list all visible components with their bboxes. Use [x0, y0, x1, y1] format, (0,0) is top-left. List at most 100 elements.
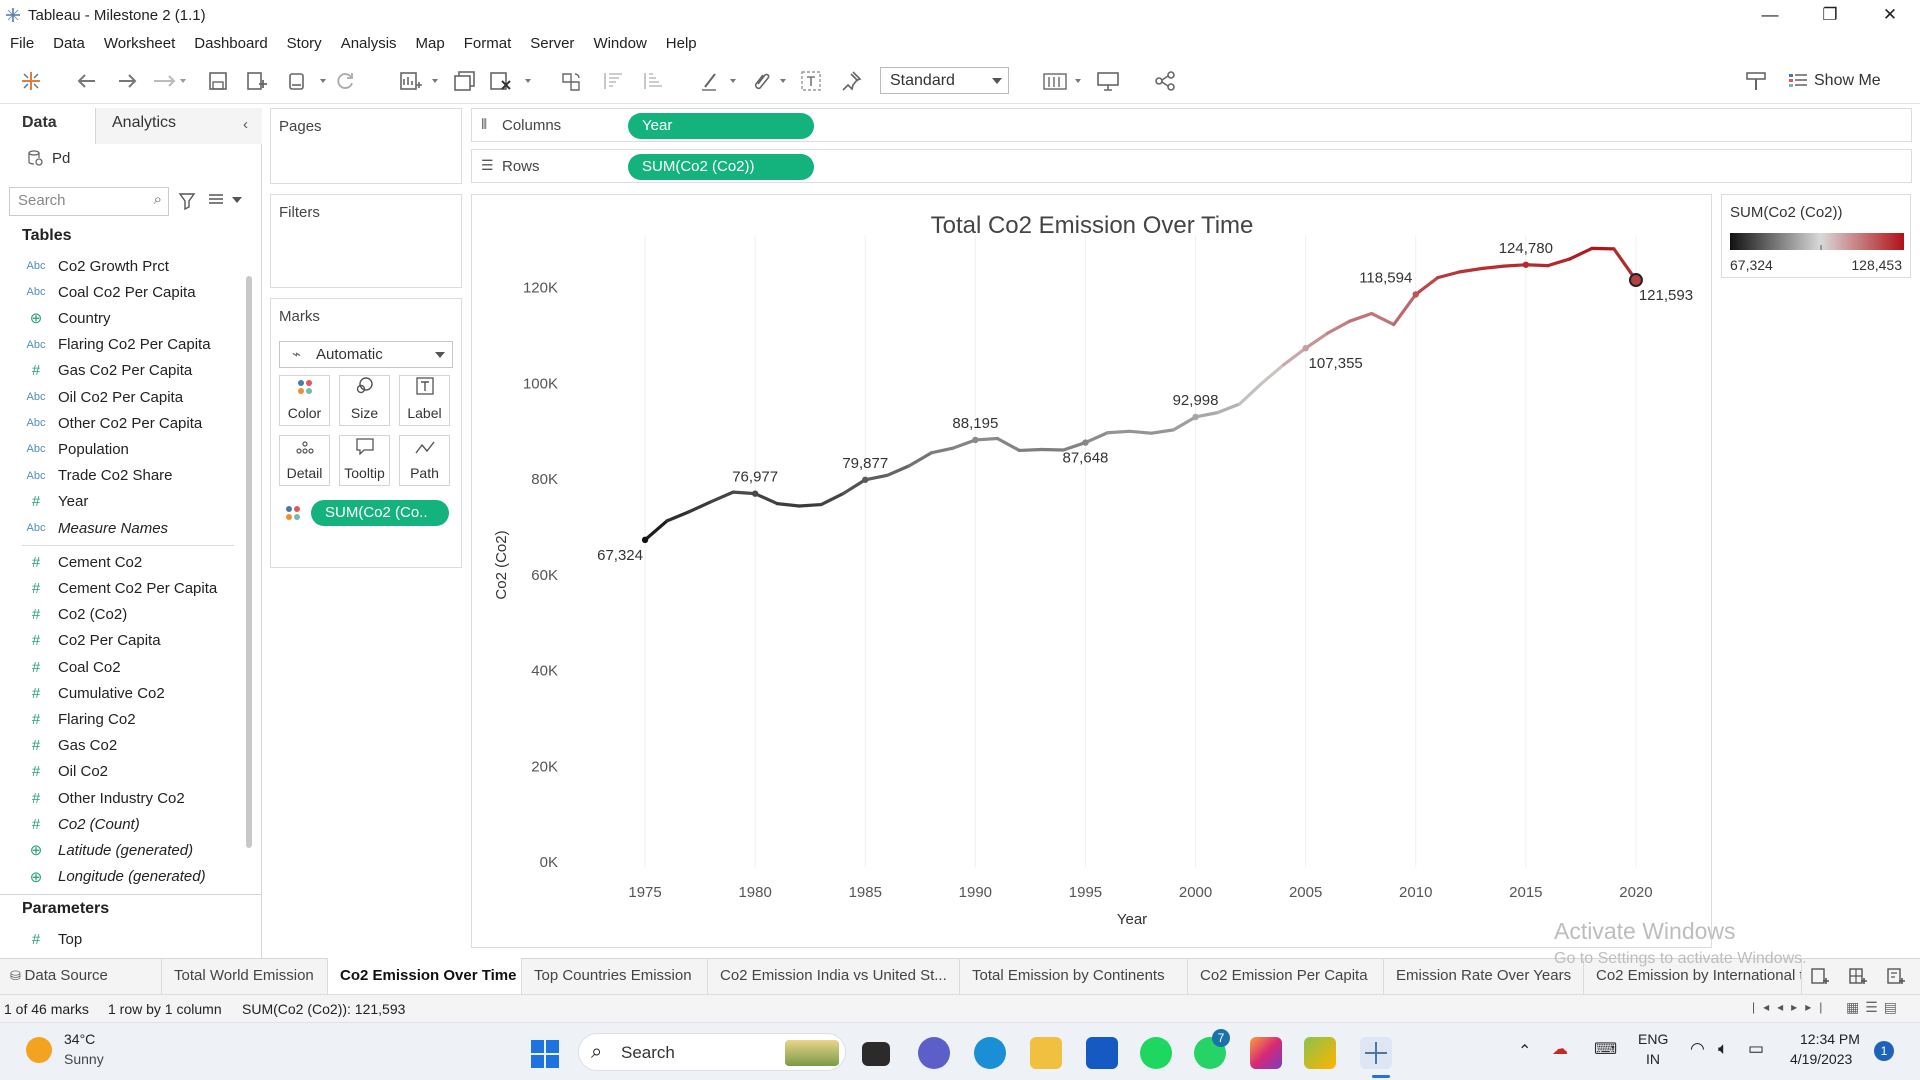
- field-item[interactable]: Abc Measure Names: [0, 516, 230, 540]
- color-button[interactable]: Color: [279, 375, 330, 426]
- tableau-taskbar-icon[interactable]: [1360, 1037, 1392, 1069]
- battery-icon[interactable]: ▭: [1748, 1039, 1765, 1058]
- sort-descending-icon[interactable]: [640, 68, 666, 94]
- line-segment[interactable]: [819, 491, 845, 507]
- detail-button[interactable]: Detail: [279, 435, 330, 486]
- field-item[interactable]: Abc Other Co2 Per Capita: [0, 411, 230, 435]
- label-button[interactable]: Label: [399, 375, 450, 426]
- line-segment[interactable]: [1370, 311, 1396, 327]
- field-item[interactable]: # Co2 Per Capita: [0, 629, 230, 653]
- line-segment[interactable]: [841, 478, 867, 496]
- field-item[interactable]: Abc Oil Co2 Per Capita: [0, 385, 230, 409]
- line-segment[interactable]: [907, 451, 933, 468]
- mark-type-select[interactable]: ⌁ Automatic: [279, 341, 453, 368]
- replay-animation-icon[interactable]: [150, 68, 190, 94]
- edge-browser-icon[interactable]: [974, 1037, 1006, 1069]
- game-app-icon[interactable]: [1304, 1037, 1336, 1069]
- line-chart[interactable]: Total Co2 Emission Over Time 0K 20K 40K 60K…: [472, 195, 1713, 949]
- spotify-icon[interactable]: [1140, 1037, 1172, 1069]
- line-segment[interactable]: [1348, 311, 1374, 323]
- size-button[interactable]: Size: [339, 375, 390, 426]
- field-item[interactable]: ⊕ Longitude (generated): [0, 865, 230, 889]
- wifi-icon[interactable]: ◠: [1690, 1039, 1705, 1058]
- data-point[interactable]: [1412, 291, 1419, 298]
- pages-shelf[interactable]: Pages: [270, 108, 462, 184]
- line-segment[interactable]: [1215, 402, 1242, 415]
- line-segment[interactable]: [797, 502, 823, 508]
- group-members-icon[interactable]: [748, 68, 788, 94]
- line-segment[interactable]: [1061, 440, 1088, 452]
- menu-format[interactable]: Format: [463, 34, 512, 52]
- data-point[interactable]: [1192, 413, 1199, 421]
- fit-select[interactable]: Standard: [880, 67, 1009, 94]
- weather-temp[interactable]: 34°C: [64, 1031, 96, 1047]
- line-segment[interactable]: [1414, 276, 1440, 296]
- share-icon[interactable]: [1152, 68, 1178, 94]
- marks-color-pill[interactable]: SUM(Co2 (Co..: [311, 500, 449, 526]
- weather-sun-icon[interactable]: [26, 1037, 52, 1063]
- field-item[interactable]: # Cement Co2: [0, 550, 230, 574]
- line-segment[interactable]: [1326, 319, 1352, 335]
- keyboard-icon[interactable]: ⌨: [1594, 1041, 1618, 1058]
- line-segment[interactable]: [687, 500, 713, 514]
- line-segment[interactable]: [1436, 270, 1462, 280]
- teams-chat-icon[interactable]: [918, 1037, 950, 1069]
- tableau-home-icon[interactable]: [18, 68, 44, 94]
- filter-fields-icon[interactable]: [178, 191, 196, 215]
- tab-emission-rate-over-years[interactable]: Emission Rate Over Years: [1384, 958, 1584, 994]
- tab-co2-emission-per-capita[interactable]: Co2 Emission Per Capita: [1188, 958, 1384, 994]
- show-cards-icon[interactable]: [1040, 68, 1086, 94]
- menu-dashboard[interactable]: Dashboard: [194, 34, 268, 52]
- new-dashboard-tab-icon[interactable]: [1848, 966, 1868, 990]
- data-point[interactable]: [751, 490, 759, 497]
- restore-button[interactable]: ❐: [1822, 5, 1838, 24]
- line-segment[interactable]: [643, 519, 669, 542]
- taskbar-search-box[interactable]: ⌕ Search: [578, 1033, 846, 1071]
- new-worksheet-tab-icon[interactable]: [1810, 966, 1830, 990]
- format-painter-icon[interactable]: [1742, 68, 1770, 94]
- line-segment[interactable]: [731, 490, 757, 496]
- line-segment[interactable]: [1304, 331, 1330, 350]
- instagram-icon[interactable]: [1250, 1037, 1282, 1069]
- line-segment[interactable]: [1127, 429, 1154, 435]
- pause-updates-icon[interactable]: [284, 68, 328, 94]
- field-item[interactable]: Abc Flaring Co2 Per Capita: [0, 333, 230, 357]
- line-segment[interactable]: [1193, 411, 1220, 419]
- line-segment[interactable]: [1083, 431, 1110, 445]
- show-mark-labels-icon[interactable]: [798, 68, 824, 94]
- menu-window[interactable]: Window: [593, 34, 647, 52]
- tab-top-countries-emission[interactable]: Top Countries Emission: [522, 958, 708, 994]
- data-point[interactable]: [1082, 439, 1089, 446]
- field-search-input[interactable]: Search ⌕: [9, 187, 169, 216]
- tab-total-emission-by-continents[interactable]: Total Emission by Continents: [960, 958, 1188, 994]
- line-segment[interactable]: [1260, 363, 1286, 386]
- field-item[interactable]: # Co2 (Count): [0, 812, 230, 836]
- chart-view[interactable]: Total Co2 Emission Over Time 0K 20K 40K 60K…: [471, 194, 1712, 948]
- tab-analytics[interactable]: Analytics: [96, 108, 262, 144]
- line-series[interactable]: [643, 246, 1638, 542]
- color-legend[interactable]: SUM(Co2 (Co2)) 67,324 128,453: [1721, 194, 1911, 278]
- clock-time[interactable]: 12:34 PM: [1800, 1031, 1860, 1047]
- line-segment[interactable]: [1568, 246, 1594, 261]
- presentation-mode-icon[interactable]: [1094, 68, 1122, 94]
- line-segment[interactable]: [995, 436, 1021, 453]
- view-data-menu[interactable]: [208, 193, 242, 207]
- new-data-source-icon[interactable]: [244, 68, 270, 94]
- data-point[interactable]: [862, 476, 869, 483]
- language-primary[interactable]: ENG: [1638, 1031, 1669, 1047]
- field-item[interactable]: # Gas Co2: [0, 734, 230, 758]
- field-item[interactable]: # Flaring Co2: [0, 707, 230, 731]
- columns-shelf[interactable]: ⦀ Columns Year: [471, 108, 1912, 142]
- close-button[interactable]: ✕: [1882, 5, 1898, 24]
- windows-start-icon[interactable]: [530, 1039, 560, 1073]
- new-worksheet-icon[interactable]: [398, 68, 440, 94]
- menu-help[interactable]: Help: [665, 34, 697, 52]
- volume-icon[interactable]: 🔈︎: [1718, 1039, 1729, 1058]
- field-item[interactable]: Abc Population: [0, 437, 230, 461]
- line-segment[interactable]: [1149, 428, 1176, 435]
- fix-axes-icon[interactable]: [838, 68, 864, 94]
- line-segment[interactable]: [885, 464, 911, 477]
- year-pill[interactable]: Year: [628, 113, 814, 139]
- field-item[interactable]: Abc Co2 Growth Prct: [0, 254, 230, 278]
- tab-data-source[interactable]: ⛁ Data Source: [0, 958, 162, 994]
